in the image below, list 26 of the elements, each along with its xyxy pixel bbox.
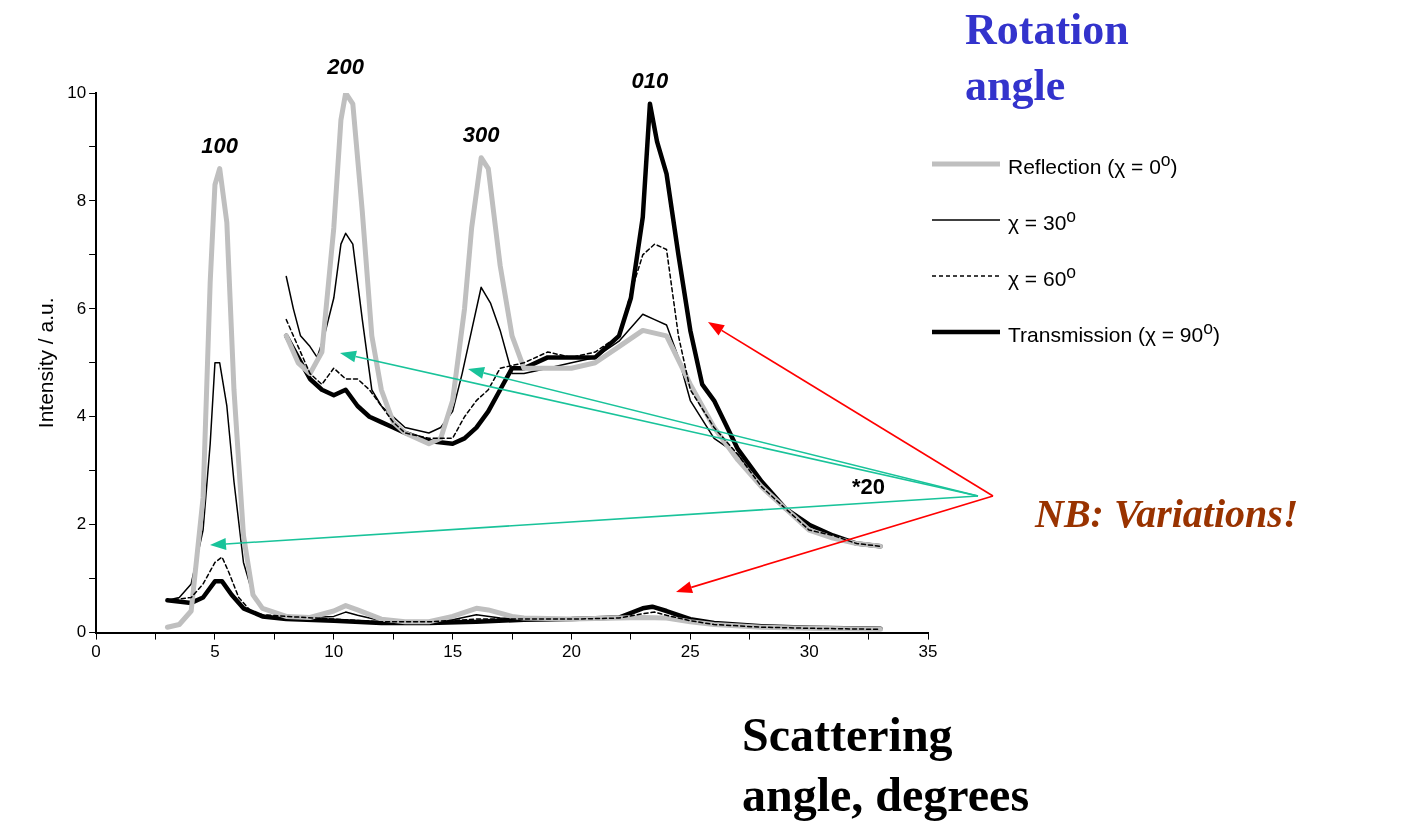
x-tick-label: 0: [91, 642, 101, 662]
y-tick-label: 2: [76, 514, 87, 534]
x-tick-label: 20: [562, 642, 581, 662]
legend-label: χ = 60$^{o}$: [1008, 261, 1077, 291]
x-tick-label: 25: [680, 642, 700, 662]
x-tick-label: 15: [443, 642, 463, 662]
annotation: 010: [631, 67, 670, 93]
legend-label: χ = 30$^{o}$: [1008, 205, 1077, 235]
x-tick-label: 30: [799, 642, 819, 662]
annotation: 100: [201, 132, 239, 158]
y-tick-label: 6: [76, 298, 87, 318]
text: NB: Variations!: [1035, 490, 1299, 537]
y-tick-label: 8: [76, 190, 87, 210]
annotation: 200: [326, 54, 365, 80]
x-tick-label: 35: [918, 642, 938, 662]
x-tick-label: 10: [324, 642, 344, 662]
legend-label: Transmission (χ = 90$^{o}$): [1008, 317, 1220, 347]
y-axis-title: Intensity / a.u.: [34, 297, 58, 429]
y-tick-label: 4: [76, 406, 87, 426]
y-tick-label: 10: [67, 82, 87, 102]
legend-title: Rotation angle: [965, 4, 1130, 112]
legend-label: Reflection (χ = 0$^{o}$): [1008, 149, 1178, 179]
x-axis-title: Scattering angle, degrees: [742, 707, 1031, 823]
y-tick-label: 0: [76, 622, 87, 642]
annotation: 300: [462, 121, 501, 147]
x-tick-label: 5: [210, 642, 220, 662]
